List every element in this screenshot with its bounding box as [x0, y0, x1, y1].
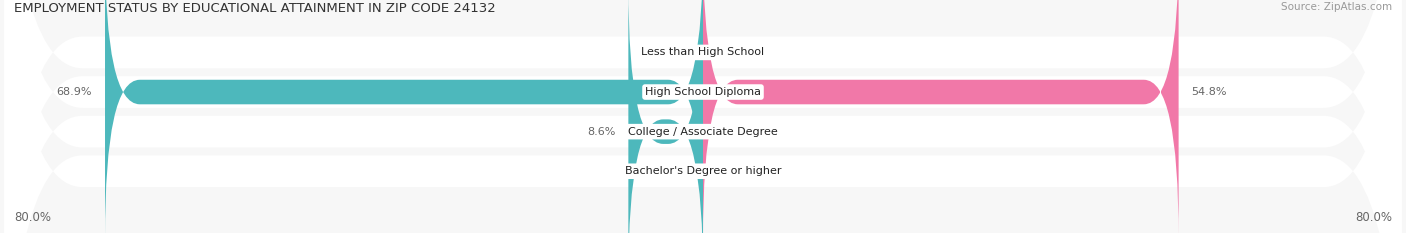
Text: EMPLOYMENT STATUS BY EDUCATIONAL ATTAINMENT IN ZIP CODE 24132: EMPLOYMENT STATUS BY EDUCATIONAL ATTAINM… — [14, 2, 496, 15]
Text: Source: ZipAtlas.com: Source: ZipAtlas.com — [1281, 2, 1392, 12]
FancyBboxPatch shape — [4, 0, 1402, 233]
FancyBboxPatch shape — [703, 0, 1178, 233]
Text: 80.0%: 80.0% — [1355, 211, 1392, 224]
Text: 68.9%: 68.9% — [56, 87, 91, 97]
Text: 80.0%: 80.0% — [14, 211, 51, 224]
Text: 0.0%: 0.0% — [662, 166, 690, 176]
Text: 0.0%: 0.0% — [716, 166, 744, 176]
Text: 54.8%: 54.8% — [1192, 87, 1227, 97]
Text: 0.0%: 0.0% — [662, 48, 690, 57]
Text: 8.6%: 8.6% — [586, 127, 616, 137]
FancyBboxPatch shape — [4, 0, 1402, 233]
FancyBboxPatch shape — [628, 0, 703, 233]
Text: Bachelor's Degree or higher: Bachelor's Degree or higher — [624, 166, 782, 176]
Text: High School Diploma: High School Diploma — [645, 87, 761, 97]
FancyBboxPatch shape — [105, 0, 703, 233]
Text: 0.0%: 0.0% — [716, 127, 744, 137]
Text: College / Associate Degree: College / Associate Degree — [628, 127, 778, 137]
FancyBboxPatch shape — [4, 0, 1402, 233]
FancyBboxPatch shape — [4, 0, 1402, 233]
Text: Less than High School: Less than High School — [641, 48, 765, 57]
Text: 0.0%: 0.0% — [716, 48, 744, 57]
